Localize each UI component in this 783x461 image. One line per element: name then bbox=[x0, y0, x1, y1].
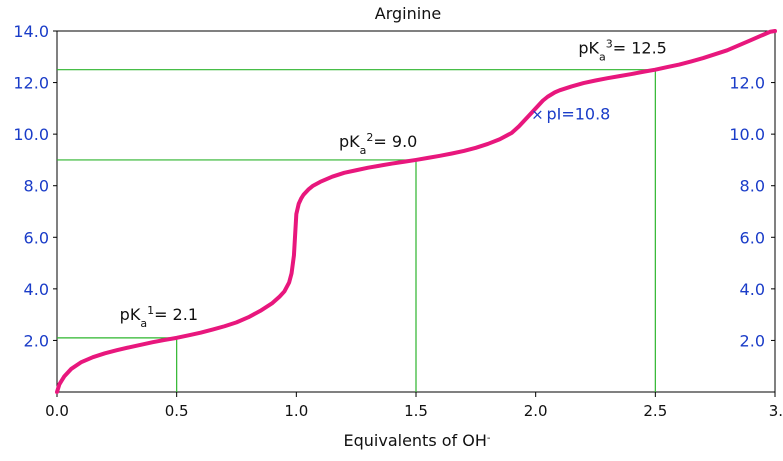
y-left-tick-label: 12.0 bbox=[13, 74, 49, 93]
y-right-tick-label: 4.0 bbox=[740, 280, 765, 299]
x-tick-label: 3. bbox=[769, 402, 783, 420]
y-right-tick-label: 2.0 bbox=[740, 331, 765, 350]
y-left-tick-label: 8.0 bbox=[24, 177, 49, 196]
pi-label: pI=10.8 bbox=[546, 105, 610, 124]
x-tick-label: 0.5 bbox=[165, 402, 189, 420]
y-left-tick-label: 6.0 bbox=[24, 228, 49, 247]
y-right-tick-label: 6.0 bbox=[740, 228, 765, 247]
y-right-tick-label: 10.0 bbox=[729, 125, 765, 144]
pka-reference-lines bbox=[57, 69, 656, 392]
x-axis-label: Equivalents of OH- bbox=[344, 431, 491, 450]
y-right-tick-label: 8.0 bbox=[740, 177, 765, 196]
x-tick-label: 1.5 bbox=[404, 402, 428, 420]
pka-label: pKa2= 9.0 bbox=[339, 130, 417, 156]
pka-label: pKa3= 12.5 bbox=[578, 37, 667, 63]
chart-title: Arginine bbox=[375, 4, 441, 23]
pka-label: pKa1= 2.1 bbox=[120, 303, 198, 329]
pka-annotations: pKa1= 2.1 pKa2= 9.0 pKa3= 12.5 × pI=10.8 bbox=[120, 37, 667, 329]
y-left-tick-label: 10.0 bbox=[13, 125, 49, 144]
y-axis-right-ticks: 2.0 4.0 6.0 8.0 10.0 12.0 bbox=[729, 74, 775, 350]
x-axis-label-text: Equivalents of OH bbox=[344, 431, 487, 450]
x-tick-label: 2.5 bbox=[643, 402, 667, 420]
x-tick-label: 2.0 bbox=[524, 402, 548, 420]
titration-curve bbox=[55, 29, 777, 394]
x-axis-ticks: 0.0 0.5 1.0 1.5 2.0 2.5 3. bbox=[45, 392, 783, 420]
y-right-tick-label: 12.0 bbox=[729, 74, 765, 93]
y-left-tick-label: 14.0 bbox=[13, 22, 49, 41]
y-axis-left-ticks: 2.0 4.0 6.0 8.0 10.0 12.0 14.0 bbox=[13, 22, 57, 350]
x-tick-label: 1.0 bbox=[284, 402, 308, 420]
pi-marker-icon: × bbox=[531, 106, 544, 124]
y-left-tick-label: 4.0 bbox=[24, 280, 49, 299]
x-tick-label: 0.0 bbox=[45, 402, 69, 420]
y-left-tick-label: 2.0 bbox=[24, 331, 49, 350]
x-axis-label-superscript: - bbox=[487, 433, 491, 444]
